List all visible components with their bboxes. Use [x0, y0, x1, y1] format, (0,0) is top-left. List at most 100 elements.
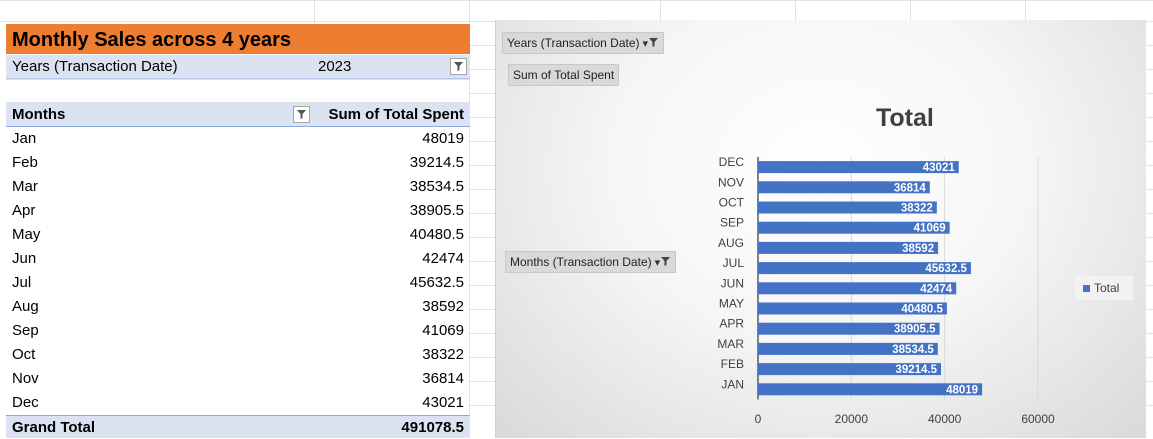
table-row[interactable]: Jul 45632.5: [6, 271, 470, 295]
value-cell[interactable]: 38534.5: [409, 178, 464, 195]
value-cell[interactable]: 45632.5: [409, 274, 464, 291]
bar[interactable]: [758, 363, 942, 376]
months-field-button[interactable]: Months (Transaction Date) ▾: [505, 251, 677, 273]
pivot-header-row: Months Sum of Total Spent: [6, 103, 470, 127]
chart-legend[interactable]: Total: [1075, 276, 1133, 300]
months-column-header[interactable]: Months: [12, 106, 66, 123]
category-tick-label: APR: [719, 317, 744, 331]
month-cell[interactable]: Jul: [12, 274, 32, 291]
month-cell[interactable]: Mar: [12, 178, 38, 195]
month-cell[interactable]: Feb: [12, 154, 38, 171]
filter-dropdown-button[interactable]: [450, 58, 467, 75]
month-cell[interactable]: Jan: [12, 130, 37, 147]
value-tick-label: 0: [755, 412, 762, 426]
bar[interactable]: [758, 383, 983, 396]
table-row[interactable]: Jan 48019: [6, 127, 470, 151]
grand-total-row[interactable]: Grand Total 491078.5: [6, 415, 470, 438]
bar-chart-plot[interactable]: 43021 DEC 36814 NOV 38322 OCT 41069 SEP 38592 AUG…: [496, 20, 1146, 438]
table-row[interactable]: Aug 38592: [6, 295, 470, 319]
category-tick-label: FEB: [721, 357, 744, 371]
category-tick-label: JUN: [721, 276, 744, 290]
total-column-header[interactable]: Sum of Total Spent: [328, 106, 464, 123]
table-row[interactable]: May 40480.5: [6, 223, 470, 247]
category-tick-label: OCT: [719, 196, 745, 210]
pivot-title[interactable]: Monthly Sales across 4 years: [6, 24, 470, 54]
value-cell[interactable]: 40480.5: [409, 226, 464, 243]
category-tick-label: SEP: [720, 216, 744, 230]
pivot-rows: Jan 48019 Feb 39214.5 Mar 38534.5 Apr 38905.…: [6, 127, 470, 415]
bar[interactable]: [758, 181, 930, 194]
table-row[interactable]: Jun 42474: [6, 247, 470, 271]
table-row[interactable]: Sep 41069: [6, 319, 470, 343]
filter-label[interactable]: Years (Transaction Date): [12, 58, 178, 75]
bar-data-label: 39214.5: [895, 364, 937, 376]
category-tick-label: DEC: [719, 155, 745, 169]
category-tick-label: JUL: [723, 256, 745, 270]
table-row[interactable]: Mar 38534.5: [6, 175, 470, 199]
table-row[interactable]: Apr 38905.5: [6, 199, 470, 223]
bar-data-label: 45632.5: [925, 263, 967, 275]
bar-data-label: 48019: [946, 384, 978, 396]
values-field-button[interactable]: Sum of Total Spent: [508, 64, 620, 86]
bar-data-label: 41069: [914, 223, 946, 235]
month-cell[interactable]: May: [12, 226, 41, 243]
value-tick-label: 40000: [928, 412, 962, 426]
year-field-button[interactable]: Years (Transaction Date) ▾: [502, 32, 665, 54]
bar-data-label: 38592: [902, 243, 934, 255]
month-cell[interactable]: Sep: [12, 322, 39, 339]
bar[interactable]: [758, 262, 971, 275]
chart-title[interactable]: Total: [876, 104, 934, 132]
table-row[interactable]: Oct 38322: [6, 343, 470, 367]
category-tick-label: MAR: [717, 337, 744, 351]
bar[interactable]: [758, 302, 947, 315]
bar[interactable]: [758, 221, 950, 234]
months-filter-button[interactable]: [293, 106, 310, 123]
bar[interactable]: [758, 342, 938, 355]
value-cell[interactable]: 42474: [422, 250, 464, 267]
bar-data-label: 38905.5: [894, 324, 936, 336]
value-cell[interactable]: 36814: [422, 370, 464, 387]
funnel-icon: ▾: [655, 253, 672, 273]
value-cell[interactable]: 38322: [422, 346, 464, 363]
bar-data-label: 36814: [894, 182, 927, 194]
table-row[interactable]: Feb 39214.5: [6, 151, 470, 175]
bar[interactable]: [758, 282, 957, 295]
pivot-filter-row: Years (Transaction Date) 2023: [6, 55, 470, 79]
bar-data-label: 38322: [901, 203, 933, 215]
funnel-icon: [454, 62, 463, 71]
value-tick-label: 60000: [1021, 412, 1055, 426]
funnel-icon: [297, 110, 306, 119]
bar[interactable]: [758, 322, 940, 335]
legend-swatch: [1083, 285, 1090, 293]
value-cell[interactable]: 43021: [422, 394, 464, 411]
legend-label: Total: [1094, 281, 1120, 295]
value-cell[interactable]: 39214.5: [409, 154, 464, 171]
category-tick-label: MAY: [719, 297, 744, 311]
bar[interactable]: [758, 201, 937, 214]
month-cell[interactable]: Dec: [12, 394, 39, 411]
value-cell[interactable]: 48019: [422, 130, 464, 147]
table-row[interactable]: Nov 36814: [6, 367, 470, 391]
bar-data-label: 40480.5: [901, 304, 943, 316]
month-cell[interactable]: Nov: [12, 370, 39, 387]
month-cell[interactable]: Aug: [12, 298, 39, 315]
value-cell[interactable]: 38592: [422, 298, 464, 315]
bar[interactable]: [758, 161, 959, 174]
month-cell[interactable]: Jun: [12, 250, 37, 267]
month-cell[interactable]: Apr: [12, 202, 36, 219]
months-field-label: Months (Transaction Date): [510, 255, 652, 269]
month-cell[interactable]: Oct: [12, 346, 36, 363]
table-row[interactable]: Dec 43021: [6, 391, 470, 415]
bar-data-label: 43021: [923, 162, 956, 174]
value-tick-label: 20000: [835, 412, 869, 426]
value-cell[interactable]: 41069: [422, 322, 464, 339]
filter-value[interactable]: 2023: [318, 58, 352, 75]
value-cell[interactable]: 38905.5: [409, 202, 464, 219]
bar[interactable]: [758, 241, 939, 254]
pivot-chart[interactable]: Years (Transaction Date) ▾ Sum of Total S…: [495, 20, 1146, 438]
grand-total-value[interactable]: 491078.5: [401, 419, 464, 436]
grand-total-label[interactable]: Grand Total: [12, 419, 96, 436]
category-tick-label: AUG: [718, 236, 744, 250]
bar-data-label: 42474: [920, 283, 953, 295]
year-field-label: Years (Transaction Date): [507, 36, 640, 50]
